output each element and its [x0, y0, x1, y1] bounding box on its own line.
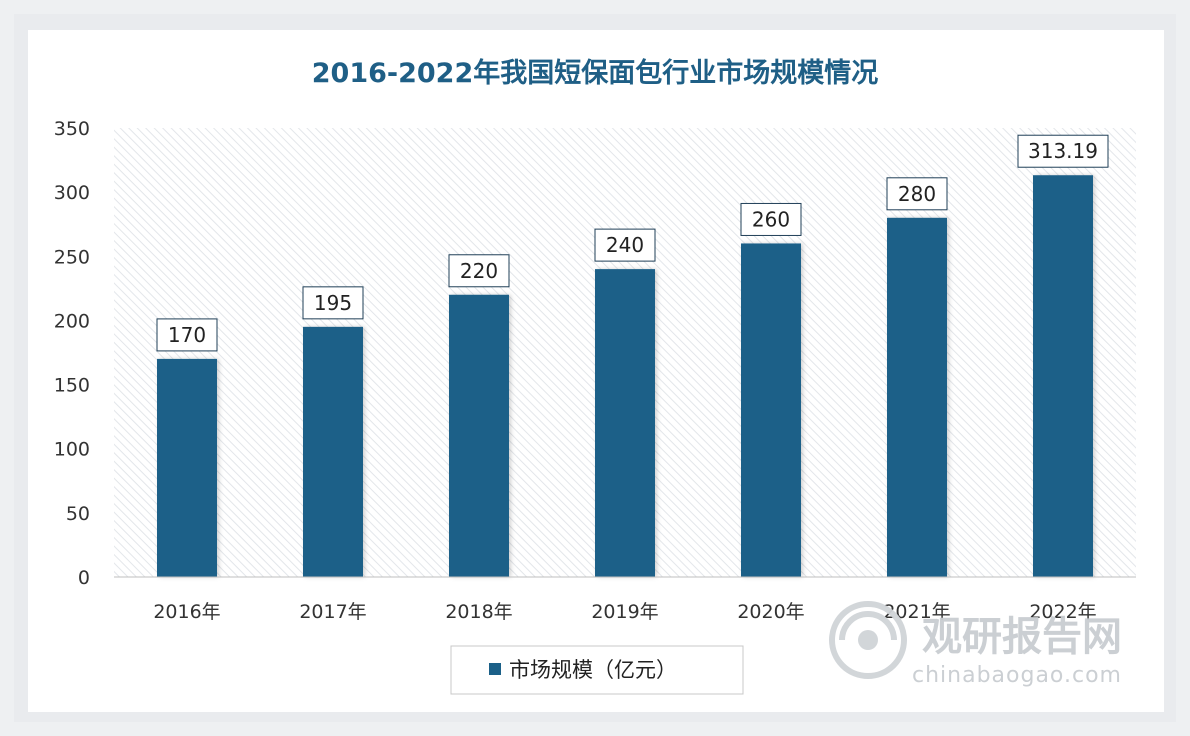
bar-series — [157, 175, 1093, 578]
bar — [741, 243, 801, 577]
legend-label: 市场规模（亿元） — [509, 658, 677, 682]
x-tick-label: 2016年 — [153, 601, 220, 623]
data-label-box — [302, 286, 364, 320]
bar — [303, 326, 363, 577]
bar — [1033, 175, 1093, 577]
watermark: 观研报告网 chinabaogao.com — [829, 601, 1122, 688]
bar — [595, 269, 655, 577]
legend: 市场规模（亿元） — [450, 645, 744, 695]
legend-swatch — [489, 663, 501, 675]
y-tick-label: 350 — [54, 118, 90, 140]
data-label-box — [156, 318, 218, 352]
y-tick-label: 200 — [54, 310, 90, 332]
chart-title: 2016-2022年我国短保面包行业市场规模情况 — [312, 57, 879, 89]
data-label: 260 — [752, 207, 790, 231]
y-tick-label: 100 — [54, 439, 90, 461]
data-label-box — [740, 202, 802, 236]
data-label: 240 — [606, 233, 644, 257]
y-tick-label: 50 — [66, 503, 90, 525]
data-labels: 170 195 220 240 260 280 313.19 — [156, 134, 1109, 352]
data-label-box — [1017, 134, 1109, 168]
y-axis: 0 50 100 150 200 250 300 350 — [54, 118, 90, 589]
data-label-box — [594, 228, 656, 262]
data-label: 280 — [898, 182, 936, 206]
y-tick-label: 300 — [54, 182, 90, 204]
bar — [157, 358, 217, 577]
x-tick-label: 2021年 — [883, 601, 950, 623]
x-tick-label: 2018年 — [445, 601, 512, 623]
x-axis: 2016年 2017年 2018年 2019年 2020年 2021年 2022年 — [153, 601, 1096, 623]
watermark-url: chinabaogao.com — [912, 663, 1122, 688]
data-label: 170 — [168, 323, 206, 347]
swirl-logo-icon — [829, 601, 907, 679]
bar — [449, 294, 509, 577]
y-tick-label: 250 — [54, 246, 90, 268]
data-label-box — [886, 177, 948, 211]
data-label: 313.19 — [1028, 139, 1098, 163]
y-tick-label: 150 — [54, 375, 90, 397]
x-tick-label: 2020年 — [737, 601, 804, 623]
y-tick-label: 0 — [78, 567, 90, 589]
data-label-box — [448, 254, 510, 288]
x-tick-label: 2019年 — [591, 601, 658, 623]
data-label: 220 — [460, 259, 498, 283]
x-tick-label: 2017年 — [299, 601, 366, 623]
data-label: 195 — [314, 291, 352, 315]
x-tick-label: 2022年 — [1029, 601, 1096, 623]
bar — [887, 217, 947, 578]
watermark-name: 观研报告网 — [922, 614, 1122, 660]
